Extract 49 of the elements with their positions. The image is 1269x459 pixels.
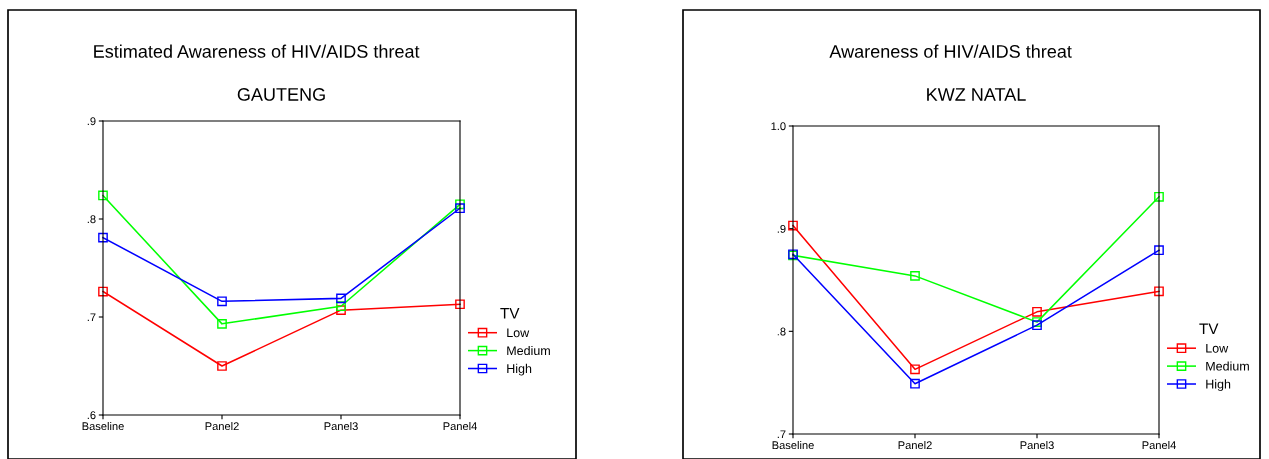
legend-label: Low (1206, 343, 1229, 353)
point (455, 199, 465, 210)
y-tick-label: .7 (777, 430, 786, 439)
y-tick-label: .8 (87, 215, 96, 224)
point (455, 299, 465, 310)
point (1154, 191, 1164, 202)
x-tick-label: Panel2 (898, 440, 932, 450)
legend-label: High (1206, 379, 1231, 391)
y-tick-label: .8 (777, 327, 786, 336)
legend-label: Medium (1206, 361, 1249, 371)
point (98, 190, 108, 201)
point (98, 232, 108, 243)
point (1032, 306, 1042, 317)
chart-title: Awareness of HIV/AIDS threat (829, 44, 1072, 58)
point (336, 293, 346, 304)
point (217, 296, 227, 307)
chart-title: Estimated Awareness of HIV/AIDS threat (94, 44, 420, 58)
point (217, 361, 227, 371)
x-tick-label: Panel3 (324, 421, 358, 431)
legend-label: Low (507, 328, 530, 338)
chart-subtitle: GAUTENG (237, 88, 325, 101)
chart-subtitle: KWZ NATAL (927, 88, 1026, 101)
x-tick-label: Panel2 (205, 421, 239, 431)
legend-title: TV (1199, 323, 1219, 335)
y-tick-label: .7 (87, 313, 96, 322)
y-tick-label: .6 (87, 411, 96, 420)
y-tick-label: .9 (777, 224, 786, 233)
legend-title: TV (500, 308, 520, 319)
x-tick-label: Panel4 (443, 421, 477, 431)
y-tick-label: 1.0 (771, 122, 786, 131)
x-tick-label: Panel4 (1142, 440, 1176, 450)
point (1154, 245, 1164, 256)
legend-label: High (507, 363, 532, 376)
point (336, 305, 346, 316)
point (98, 286, 108, 297)
legend-label: Medium (507, 345, 550, 356)
point (910, 378, 920, 389)
point (336, 301, 346, 312)
point (910, 364, 920, 375)
point (455, 203, 465, 214)
point (1032, 320, 1042, 331)
point (1154, 286, 1164, 297)
point (788, 220, 798, 231)
x-tick-label: Panel3 (1020, 440, 1054, 450)
x-tick-label: Baseline (772, 440, 814, 450)
point (910, 271, 920, 281)
point (217, 318, 227, 329)
x-tick-label: Baseline (82, 421, 124, 431)
y-tick-label: .9 (87, 117, 96, 126)
